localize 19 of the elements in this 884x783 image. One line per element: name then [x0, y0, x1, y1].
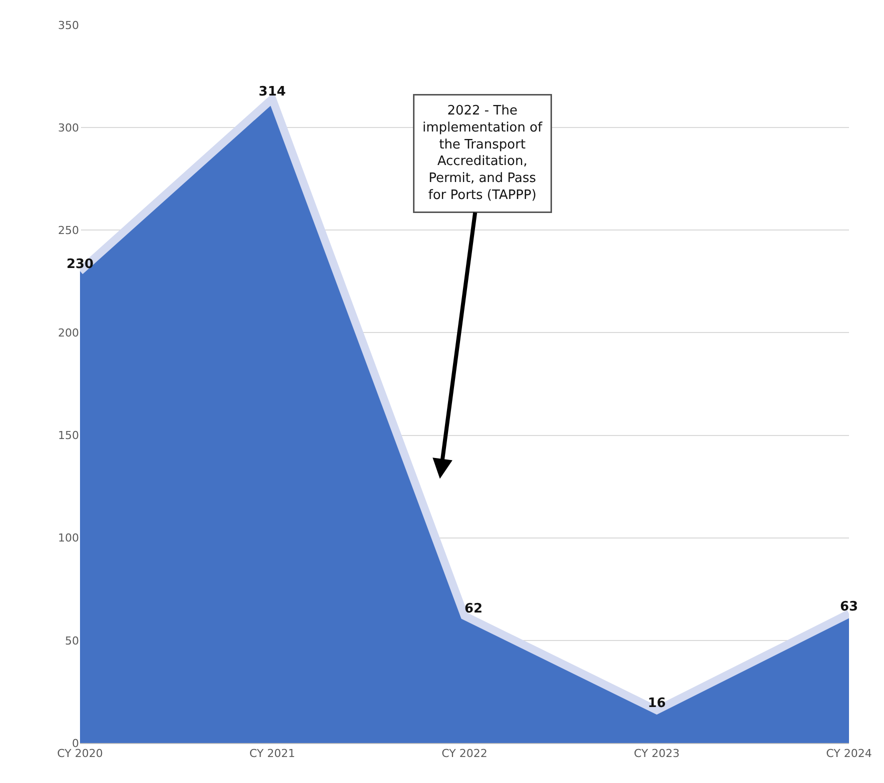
- y-tick-label: 250: [58, 224, 79, 237]
- y-tick-label: 50: [65, 634, 79, 648]
- data-label: 230: [66, 256, 94, 272]
- y-tick-label: 150: [58, 429, 79, 442]
- data-label: 16: [648, 696, 666, 711]
- y-tick-label: 0: [72, 736, 79, 750]
- x-tick-label: CY 2023: [634, 747, 680, 760]
- data-label: 314: [258, 84, 286, 100]
- annotation: 2022 - The implementation of the Transport Accreditation, Permit, and Pass for Ports (TAPPP): [422, 104, 543, 203]
- y-tick-label: 350: [58, 18, 79, 32]
- data-label: 62: [464, 602, 483, 617]
- x-tick-label: CY 2021: [249, 747, 296, 760]
- x-tick-label: CY 2022: [442, 747, 488, 760]
- y-tick-label: 300: [58, 121, 79, 134]
- x-tick-label: CY 2020: [57, 747, 103, 760]
- data-label: 63: [840, 600, 858, 615]
- x-tick-label: CY 2024: [826, 747, 872, 760]
- y-tick-label: 100: [58, 532, 79, 545]
- y-tick-label: 200: [58, 326, 79, 340]
